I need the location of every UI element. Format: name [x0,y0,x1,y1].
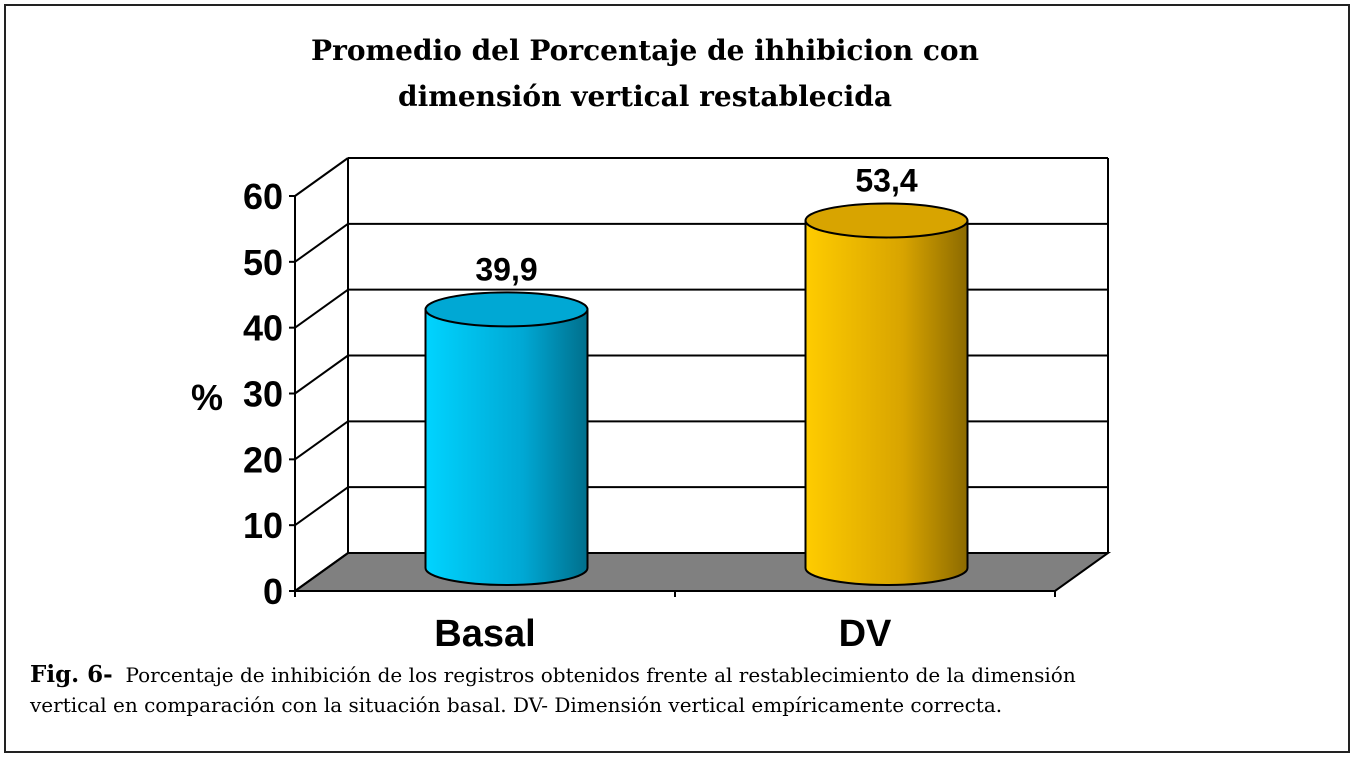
y-tick-label-50: 50 [243,242,283,283]
chart-title-line-2: dimensión vertical restablecida [397,80,893,113]
caption-line-2: vertical en comparación con la situación… [30,693,1003,717]
y-tick-label-30: 30 [243,374,283,415]
data-label-dv: 53,4 [855,162,917,198]
bar-top-basal [424,291,589,328]
bar-basal [424,308,589,586]
side-gridline-30 [294,354,349,395]
side-gridline-50 [294,223,349,263]
data-label-basal: 39,9 [475,251,537,287]
y-tick-label-10: 10 [243,505,283,546]
x-tick-label-basal: Basal [434,613,535,655]
caption-line-1: Porcentaje de inhibición de los registro… [125,663,1076,687]
figure-border [4,4,1350,753]
side-gridline-20 [294,420,349,461]
caption-label: Fig. 6- [30,661,113,688]
side-gridline-60 [294,157,349,197]
bar-dv [804,219,969,586]
y-tick-label-60: 60 [243,176,283,217]
side-gridline-0 [294,552,349,592]
side-gridline-10 [294,486,349,526]
y-tick-label-0: 0 [263,571,283,612]
y-tick-label-40: 40 [243,308,283,349]
bar-top-dv [804,202,969,239]
side-gridline-40 [294,288,349,329]
chart-title-line-1: Promedio del Porcentaje de ihhibicion co… [311,34,979,67]
y-tick-label-20: 20 [243,439,283,480]
y-axis-label: % [191,377,223,418]
chart-floor [291,552,1112,592]
figure-caption: Fig. 6- Porcentaje de inhibición de los … [30,660,1330,720]
x-tick-label-dv: DV [839,613,892,655]
